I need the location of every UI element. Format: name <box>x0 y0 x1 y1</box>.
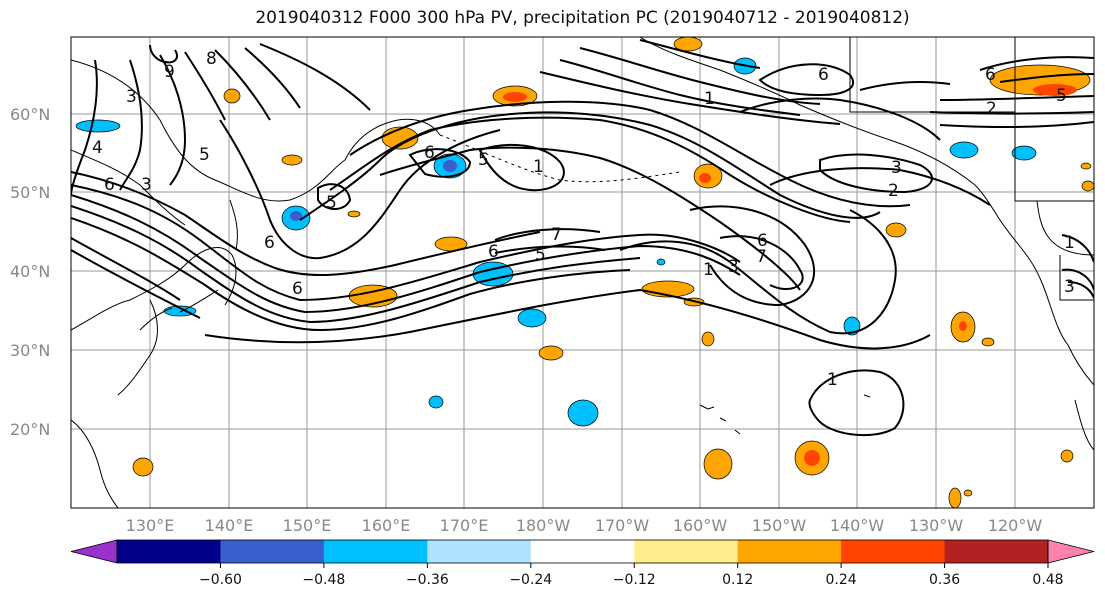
lon-label: 180°W <box>516 516 571 535</box>
colorbar-segment <box>220 540 325 563</box>
contour-label: 6 <box>104 175 115 195</box>
contour-label: 6 <box>264 233 275 253</box>
contour-label: 2 <box>888 181 899 201</box>
contour-label: 3 <box>728 257 739 277</box>
contour-label: 7 <box>551 225 562 245</box>
contour-label: 5 <box>1056 86 1067 106</box>
contour-label: 5 <box>199 145 210 165</box>
lon-label: 160°E <box>362 516 411 535</box>
colorbar-segment <box>323 540 428 563</box>
colorbar-segment <box>841 540 946 563</box>
lon-label: 160°W <box>673 516 728 535</box>
colorbar: −0.60 −0.48 −0.36 −0.24 −0.12 0.12 0.24 0.36 0.4… <box>70 539 1095 588</box>
map-frame <box>70 36 1095 509</box>
lat-label: 30°N <box>10 341 50 360</box>
lat-label: 50°N <box>10 183 50 202</box>
colorbar-segment <box>117 540 221 563</box>
colorbar-label: 0.24 <box>826 572 857 588</box>
contour-label: 1 <box>533 157 544 177</box>
colorbar-label: −0.24 <box>509 572 552 588</box>
colorbar-outline <box>116 539 1049 564</box>
contour-label: 5 <box>535 245 546 265</box>
lon-label: 170°E <box>440 516 489 535</box>
colorbar-segment <box>634 540 739 563</box>
colorbar-segment <box>737 540 842 563</box>
contour-label: 9 <box>164 62 175 82</box>
map-title: 2019040312 F000 300 hPa PV, precipitatio… <box>255 8 910 28</box>
colorbar-label: −0.60 <box>199 572 242 588</box>
lon-label: 130°E <box>126 516 175 535</box>
contour-label: 2 <box>986 99 997 119</box>
contour-label: 6 <box>757 231 768 251</box>
contour-label: 3 <box>891 158 902 178</box>
contour-label: 6 <box>985 65 996 85</box>
lon-label: 130°W <box>909 516 964 535</box>
lon-label: 120°W <box>988 516 1043 535</box>
colorbar-extend-high <box>1047 539 1095 564</box>
contour-label: 1 <box>704 89 715 109</box>
latitude-labels: 60°N 50°N 40°N 30°N 20°N <box>10 105 50 439</box>
colorbar-label: −0.36 <box>406 572 449 588</box>
lon-label: 150°W <box>752 516 807 535</box>
colorbar-extend-low <box>70 539 118 564</box>
contour-label: 4 <box>92 138 103 158</box>
contour-label: 3 <box>126 87 137 107</box>
lon-label: 140°W <box>830 516 885 535</box>
colorbar-label: 0.12 <box>722 572 753 588</box>
contour-label: 7 <box>756 247 767 267</box>
contour-label: 5 <box>326 193 337 213</box>
longitude-labels: 130°E 140°E 150°E 160°E 170°E 180°W 170°… <box>126 516 1043 535</box>
contour-label: 5 <box>478 150 489 170</box>
contour-label: 6 <box>424 143 435 163</box>
colorbar-label: −0.48 <box>302 572 345 588</box>
contour-label: 1 <box>703 260 714 280</box>
contour-label: 6 <box>818 65 829 85</box>
contour-label: 6 <box>488 242 499 262</box>
lat-label: 20°N <box>10 420 50 439</box>
colorbar-segment <box>530 540 635 563</box>
contour-label: 3 <box>141 175 152 195</box>
lat-label: 40°N <box>10 262 50 281</box>
contour-label: 1 <box>1064 233 1075 253</box>
lon-label: 150°E <box>283 516 332 535</box>
contour-label: 1 <box>827 370 838 390</box>
contour-label: 8 <box>206 49 217 69</box>
colorbar-segment <box>944 540 1049 563</box>
contour-label: 6 <box>292 279 303 299</box>
lon-label: 140°E <box>205 516 254 535</box>
colorbar-label: −0.12 <box>613 572 656 588</box>
colorbar-label: 0.48 <box>1032 572 1063 588</box>
contour-label: 3 <box>1064 277 1075 297</box>
lat-label: 60°N <box>10 105 50 124</box>
contour-labels: 1 1 2 2 3 3 3 4 5 5 5 6 6 6 6 6 6 7 7 8 … <box>92 49 1075 390</box>
pv-contours <box>71 39 1094 437</box>
colorbar-segment <box>427 540 532 563</box>
lon-label: 170°W <box>595 516 650 535</box>
colorbar-label: 0.36 <box>929 572 960 588</box>
